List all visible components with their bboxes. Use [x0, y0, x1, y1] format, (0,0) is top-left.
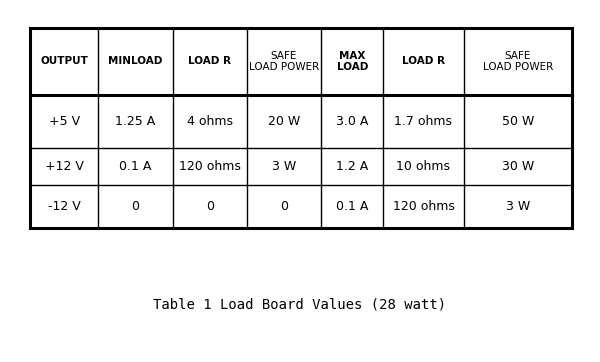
Text: +12 V: +12 V: [45, 160, 83, 173]
Text: 20 W: 20 W: [268, 115, 300, 128]
Text: 0: 0: [206, 200, 214, 213]
Text: 1.25 A: 1.25 A: [115, 115, 155, 128]
Text: 30 W: 30 W: [502, 160, 534, 173]
Text: OUTPUT: OUTPUT: [40, 56, 88, 67]
Text: LOAD R: LOAD R: [188, 56, 231, 67]
Text: MAX
LOAD: MAX LOAD: [337, 51, 368, 72]
Text: LOAD R: LOAD R: [402, 56, 445, 67]
Text: MINLOAD: MINLOAD: [108, 56, 163, 67]
Text: SAFE
LOAD POWER: SAFE LOAD POWER: [482, 51, 553, 72]
Text: 120 ohms: 120 ohms: [179, 160, 241, 173]
Text: 3 W: 3 W: [506, 200, 530, 213]
Text: 4 ohms: 4 ohms: [187, 115, 233, 128]
Text: 10 ohms: 10 ohms: [397, 160, 451, 173]
Text: 0.1 A: 0.1 A: [336, 200, 368, 213]
Text: +5 V: +5 V: [49, 115, 80, 128]
Text: 1.2 A: 1.2 A: [336, 160, 368, 173]
Text: SAFE
LOAD POWER: SAFE LOAD POWER: [249, 51, 319, 72]
Text: 0: 0: [280, 200, 288, 213]
Text: 0: 0: [131, 200, 139, 213]
Bar: [30, 28, 572, 228]
Text: -12 V: -12 V: [48, 200, 80, 213]
Text: 3 W: 3 W: [272, 160, 296, 173]
Text: 0.1 A: 0.1 A: [119, 160, 152, 173]
Text: 120 ohms: 120 ohms: [392, 200, 454, 213]
Text: Table 1 Load Board Values (28 watt): Table 1 Load Board Values (28 watt): [154, 298, 446, 312]
Text: 3.0 A: 3.0 A: [336, 115, 368, 128]
Text: 50 W: 50 W: [502, 115, 534, 128]
Text: 1.7 ohms: 1.7 ohms: [394, 115, 452, 128]
